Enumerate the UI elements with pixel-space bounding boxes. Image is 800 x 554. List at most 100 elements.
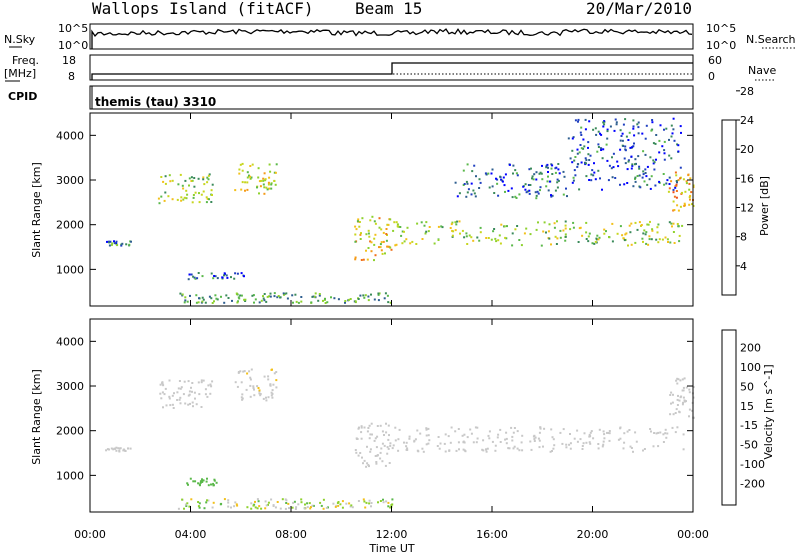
heatmap-cell — [549, 450, 552, 453]
heatmap-cell — [456, 195, 459, 198]
heatmap-cell — [541, 178, 544, 181]
colorbar-tick-label: 15 — [740, 400, 754, 413]
heatmap-cell — [297, 301, 300, 304]
heatmap-cell — [499, 428, 502, 431]
heatmap-cell — [671, 132, 674, 135]
heatmap-cell — [613, 129, 616, 132]
heatmap-cell — [206, 395, 209, 398]
heatmap-cell — [576, 148, 579, 151]
heatmap-cell — [263, 299, 266, 302]
y-tick-label: 4000 — [56, 129, 84, 142]
heatmap-cell — [540, 244, 543, 247]
heatmap-cell — [552, 447, 555, 450]
heatmap-cell — [482, 439, 485, 442]
heatmap-cell — [198, 297, 200, 300]
heatmap-cell — [376, 435, 379, 438]
heatmap-cell — [682, 178, 685, 181]
heatmap-cell — [653, 168, 656, 171]
heatmap-cell — [507, 189, 510, 192]
heatmap-cell — [211, 506, 214, 509]
heatmap-cell — [193, 391, 196, 394]
heatmap-cell — [632, 125, 635, 128]
heatmap-cell — [129, 447, 132, 450]
colorbar-tick-label: -15 — [740, 419, 758, 432]
site-title: Wallops Island (fitACF) — [92, 0, 314, 18]
heatmap-cell — [682, 389, 685, 392]
heatmap-cell — [240, 272, 243, 275]
heatmap-cell — [636, 228, 639, 231]
heatmap-cell — [593, 242, 596, 245]
heatmap-cell — [645, 124, 648, 127]
heatmap-cell — [691, 203, 693, 206]
heatmap-cell — [547, 166, 549, 169]
heatmap-cell — [621, 234, 624, 237]
power-colorbar: 4 8 12 16 20 24 28 — [721, 85, 754, 296]
heatmap-cell — [207, 499, 210, 502]
heatmap-cell — [589, 154, 592, 157]
heatmap-cell — [539, 427, 542, 430]
heatmap-cell — [273, 372, 276, 375]
heatmap-cell — [522, 185, 525, 188]
heatmap-cell — [191, 201, 194, 204]
cpid-label: CPID — [8, 90, 37, 103]
heatmap-cell — [285, 502, 288, 504]
colorbar-tick-label: 4 — [740, 260, 747, 273]
heatmap-cell — [394, 244, 397, 247]
heatmap-cell — [607, 432, 610, 434]
heatmap-cell — [470, 432, 473, 435]
heatmap-cell — [467, 188, 470, 191]
heatmap-cell — [675, 190, 678, 192]
heatmap-cell — [661, 238, 664, 241]
heatmap-cell — [461, 434, 464, 437]
heatmap-cell — [308, 502, 311, 505]
colorbar-tick-label: 24 — [740, 114, 754, 127]
heatmap-cell — [628, 224, 631, 227]
heatmap-cell — [127, 447, 130, 450]
heatmap-cell — [463, 449, 466, 452]
heatmap-cell — [562, 170, 565, 173]
heatmap-cell — [645, 175, 648, 178]
heatmap-cell — [203, 183, 206, 186]
heatmap-cell — [385, 239, 388, 242]
heatmap-cell — [262, 295, 264, 298]
heatmap-cell — [651, 121, 654, 124]
heatmap-cell — [574, 156, 577, 158]
heatmap-cell — [688, 415, 690, 418]
heatmap-cell — [389, 506, 392, 509]
heatmap-cell — [205, 480, 208, 483]
heatmap-cell — [357, 427, 360, 430]
heatmap-cell — [580, 147, 583, 150]
heatmap-cell — [194, 397, 196, 400]
heatmap-cell — [524, 188, 527, 191]
heatmap-cell — [577, 120, 579, 123]
heatmap-cell — [337, 504, 340, 507]
heatmap-cell — [508, 163, 511, 166]
heatmap-cell — [246, 372, 249, 375]
heatmap-cell — [583, 432, 586, 435]
heatmap-cell — [197, 381, 200, 384]
heatmap-cell — [130, 240, 132, 243]
heatmap-cell — [256, 498, 259, 501]
heatmap-cell — [690, 191, 693, 194]
heatmap-cell — [650, 238, 653, 241]
heatmap-cell — [249, 177, 252, 180]
heatmap-cell — [396, 225, 399, 228]
heatmap-cell — [553, 222, 556, 225]
heatmap-cell — [263, 375, 266, 378]
heatmap-cell — [437, 436, 440, 438]
heatmap-cell — [597, 143, 600, 146]
heatmap-cell — [603, 123, 606, 126]
heatmap-cell — [668, 154, 671, 157]
heatmap-cell — [646, 183, 649, 186]
heatmap-cell — [615, 121, 618, 124]
heatmap-cell — [607, 179, 610, 182]
heatmap-cell — [276, 296, 279, 299]
heatmap-cell — [641, 132, 644, 135]
nsky-tick-top: 10^5 — [58, 22, 88, 35]
heatmap-cell — [554, 235, 557, 238]
nsearch-tick-bottom: 10^0 — [706, 39, 736, 52]
heatmap-cell — [666, 432, 669, 435]
heatmap-cell — [658, 238, 661, 241]
heatmap-cell — [543, 221, 546, 224]
heatmap-cell — [241, 169, 244, 172]
